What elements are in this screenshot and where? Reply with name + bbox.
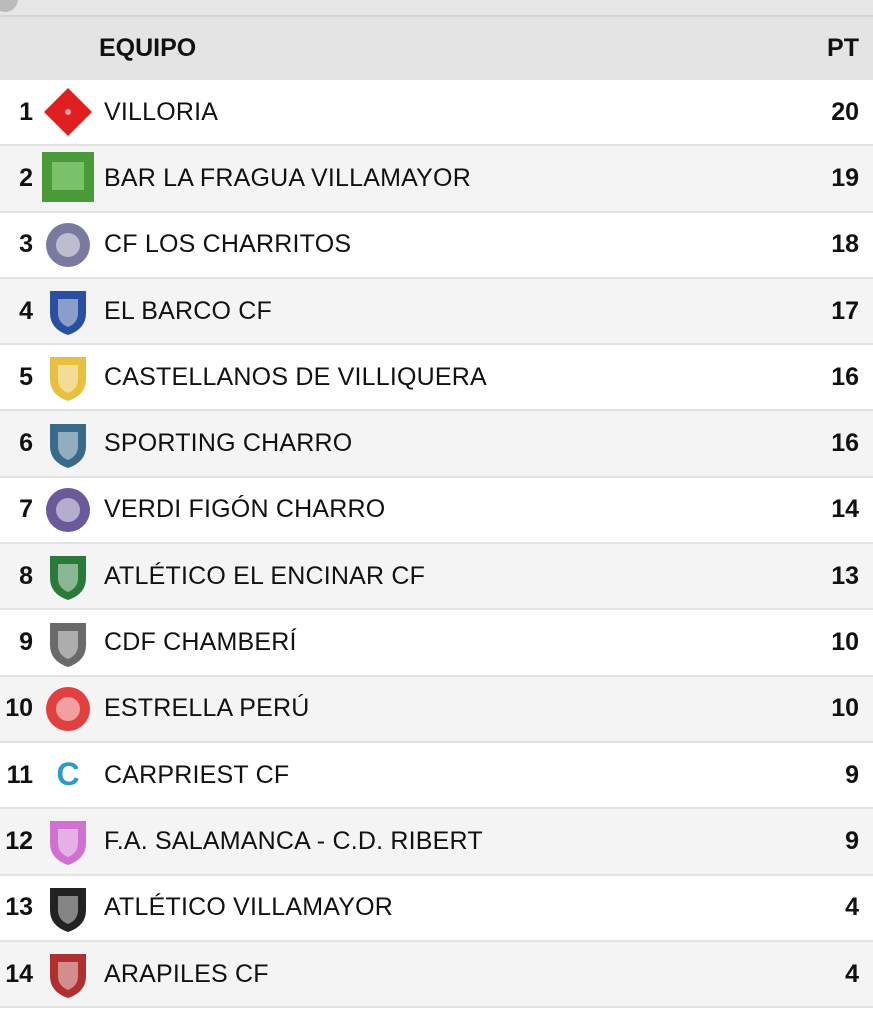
team-name[interactable]: ARAPILES CF <box>104 959 269 988</box>
table-row[interactable]: 6 SPORTING CHARRO 16 <box>0 411 873 478</box>
rank: 4 <box>19 296 33 325</box>
team-points: 10 <box>831 694 859 723</box>
team-points: 18 <box>831 230 859 259</box>
table-row[interactable]: 2 BAR LA FRAGUA VILLAMAYOR 19 <box>0 146 873 213</box>
table-row[interactable]: 1 VILLORIA 20 <box>0 80 873 147</box>
rank: 7 <box>19 495 33 524</box>
team-name[interactable]: VERDI FIGÓN CHARRO <box>104 495 386 524</box>
rank: 14 <box>5 959 33 988</box>
team-points: 16 <box>831 362 859 391</box>
team-points: 9 <box>845 826 859 855</box>
team-points: 10 <box>831 628 859 657</box>
table-row[interactable]: 4 EL BARCO CF 17 <box>0 278 873 346</box>
table-row[interactable]: 11 C CARPRIEST CF 9 <box>0 742 873 810</box>
team-points: 19 <box>831 163 859 192</box>
table-row[interactable]: 8 ATLÉTICO EL ENCINAR CF 13 <box>0 544 873 611</box>
team-name[interactable]: ATLÉTICO VILLAMAYOR <box>104 893 394 922</box>
rank: 1 <box>19 97 33 126</box>
rank: 9 <box>19 628 33 657</box>
standings-table: 1 VILLORIA 20 2 BAR LA FRAGUA VILLAMAYOR … <box>0 80 873 1009</box>
team-points: 4 <box>845 959 859 988</box>
rank: 12 <box>5 826 33 855</box>
team-points: 17 <box>831 296 859 325</box>
table-row[interactable]: 13 ATLÉTICO VILLAMAYOR 4 <box>0 875 873 942</box>
table-row[interactable]: 12 F.A. SALAMANCA - C.D. RIBERT 9 <box>0 809 873 876</box>
team-points: 16 <box>831 429 859 458</box>
rank: 13 <box>5 893 33 922</box>
team-name[interactable]: BAR LA FRAGUA VILLAMAYOR <box>104 163 471 192</box>
team-logo-icon <box>42 86 94 138</box>
team-logo-icon <box>42 219 94 271</box>
team-name[interactable]: ATLÉTICO EL ENCINAR CF <box>104 561 426 590</box>
rank: 10 <box>5 694 33 723</box>
table-row[interactable]: 5 CASTELLANOS DE VILLIQUERA 16 <box>0 345 873 412</box>
team-logo-icon <box>42 882 94 934</box>
circle-icon <box>0 0 18 12</box>
team-logo-icon <box>42 351 94 403</box>
team-logo-icon <box>42 948 94 1000</box>
table-row[interactable]: 7 VERDI FIGÓN CHARRO 14 <box>0 477 873 545</box>
team-logo-icon <box>42 683 94 735</box>
team-name[interactable]: ESTRELLA PERÚ <box>104 694 310 723</box>
team-points: 13 <box>831 561 859 590</box>
team-name[interactable]: VILLORIA <box>104 97 219 126</box>
rank: 2 <box>19 163 33 192</box>
team-logo-icon: C <box>42 749 94 801</box>
team-points: 4 <box>845 893 859 922</box>
column-header-team: EQUIPO <box>99 34 197 62</box>
team-logo-icon <box>42 550 94 602</box>
team-logo-icon <box>42 285 94 337</box>
team-name[interactable]: CASTELLANOS DE VILLIQUERA <box>104 362 487 391</box>
team-points: 9 <box>845 760 859 789</box>
team-name[interactable]: CARPRIEST CF <box>104 760 290 789</box>
table-row[interactable]: 3 CF LOS CHARRITOS 18 <box>0 212 873 279</box>
team-points: 14 <box>831 495 859 524</box>
team-logo-icon <box>42 815 94 867</box>
team-logo-icon <box>42 617 94 669</box>
team-name[interactable]: CDF CHAMBERÍ <box>104 628 297 657</box>
team-name[interactable]: F.A. SALAMANCA - C.D. RIBERT <box>104 826 483 855</box>
team-name[interactable]: EL BARCO CF <box>104 296 272 325</box>
table-row[interactable]: 14 ARAPILES CF 4 <box>0 941 873 1009</box>
top-bar <box>0 0 873 17</box>
team-logo-icon <box>42 484 94 536</box>
team-name[interactable]: CF LOS CHARRITOS <box>104 230 352 259</box>
rank: 8 <box>19 561 33 590</box>
table-row[interactable]: 10 ESTRELLA PERÚ 10 <box>0 676 873 743</box>
table-header: EQUIPO PT <box>0 17 873 80</box>
team-logo-icon <box>42 418 94 470</box>
table-row[interactable]: 9 CDF CHAMBERÍ 10 <box>0 610 873 677</box>
svg-text:C: C <box>56 756 79 792</box>
team-name[interactable]: SPORTING CHARRO <box>104 429 353 458</box>
team-logo-icon <box>42 152 94 204</box>
rank: 3 <box>19 230 33 259</box>
column-header-points: PT <box>827 34 859 62</box>
rank: 11 <box>6 760 33 789</box>
rank: 6 <box>19 429 33 458</box>
rank: 5 <box>19 362 33 391</box>
team-points: 20 <box>831 97 859 126</box>
